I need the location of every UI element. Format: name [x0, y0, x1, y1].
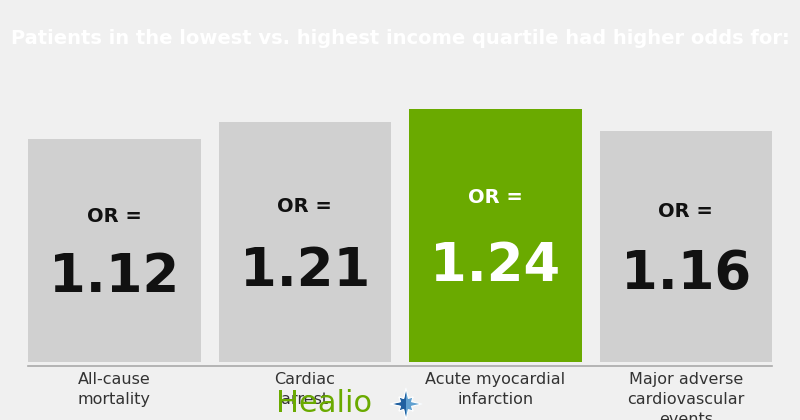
Text: OR =: OR =	[278, 197, 332, 216]
Text: 1.24: 1.24	[430, 240, 560, 292]
Bar	[409, 109, 582, 362]
Polygon shape	[406, 388, 422, 420]
Text: OR =: OR =	[87, 207, 142, 226]
Text: 1.21: 1.21	[240, 245, 370, 297]
Polygon shape	[390, 388, 422, 420]
Text: Healio: Healio	[276, 389, 372, 418]
Text: Patients in the lowest vs. highest income quartile had higher odds for:: Patients in the lowest vs. highest incom…	[10, 29, 790, 48]
Text: 1.12: 1.12	[49, 251, 179, 303]
Bar	[28, 139, 201, 362]
Text: OR =: OR =	[468, 188, 522, 207]
Text: Cardiac
arrest: Cardiac arrest	[274, 372, 335, 407]
Bar	[599, 131, 772, 362]
Text: 1.16: 1.16	[621, 248, 751, 300]
Text: OR =: OR =	[658, 202, 713, 221]
Text: Major adverse
cardiovascular
events: Major adverse cardiovascular events	[627, 372, 745, 420]
Text: Acute myocardial
infarction: Acute myocardial infarction	[425, 372, 566, 407]
Text: All-cause
mortality: All-cause mortality	[78, 372, 150, 407]
Bar	[218, 122, 391, 362]
